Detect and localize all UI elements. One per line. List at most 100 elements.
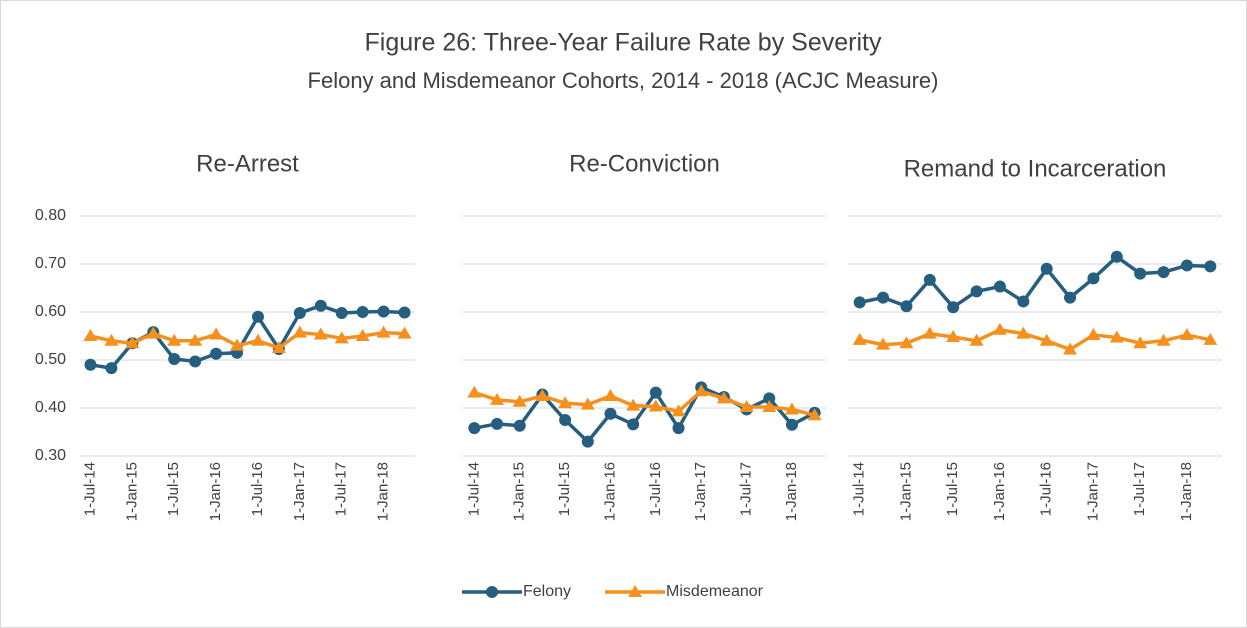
x-tick-label: 1-Jan-15 — [123, 462, 140, 521]
series-marker — [398, 306, 411, 319]
legend-label: Felony — [523, 583, 571, 600]
series-marker — [1157, 266, 1170, 279]
series-marker — [947, 301, 960, 314]
series-marker — [209, 327, 224, 340]
series-marker — [1156, 333, 1171, 346]
series-marker — [271, 341, 286, 353]
series-marker — [313, 327, 328, 340]
series-marker — [146, 326, 161, 339]
x-tick-label: 1-Jul-14 — [465, 462, 482, 516]
series-marker — [649, 386, 662, 399]
panel-title: Remand to Incarceration — [904, 155, 1167, 182]
series-marker — [167, 333, 182, 346]
series-marker — [1016, 326, 1031, 339]
y-tick-label: 0.80 — [35, 207, 66, 224]
series-marker — [84, 358, 97, 371]
series-marker — [762, 400, 777, 413]
x-tick-label: 1-Jul-17 — [1131, 462, 1148, 516]
series-marker — [1063, 342, 1078, 355]
x-tick-label: 1-Jan-17 — [1084, 462, 1101, 521]
x-tick-label: 1-Jul-14 — [81, 462, 98, 516]
series-marker — [250, 333, 265, 346]
series-marker — [784, 402, 799, 415]
series-marker — [1017, 295, 1030, 308]
series-marker — [491, 417, 504, 430]
series-marker — [899, 336, 914, 349]
series-marker — [293, 306, 306, 319]
series-marker — [188, 333, 203, 346]
series-marker — [648, 399, 663, 412]
series-marker — [970, 285, 983, 298]
series-line — [474, 385, 816, 444]
series-marker — [397, 326, 412, 339]
x-tick-label: 1-Jan-17 — [291, 462, 308, 521]
chart-subtitle: Felony and Misdemeanor Cohorts, 2014 - 2… — [308, 68, 939, 93]
series-marker — [1203, 332, 1218, 345]
x-tick-label: 1-Jul-14 — [851, 462, 868, 516]
series-marker — [626, 398, 641, 411]
y-tick-label: 0.70 — [35, 255, 66, 272]
series-marker — [1110, 250, 1123, 263]
series-marker — [292, 325, 307, 338]
series-marker — [104, 333, 119, 346]
series-line — [90, 330, 405, 350]
series-marker — [993, 280, 1006, 293]
series-marker — [105, 362, 118, 375]
series-marker — [1087, 272, 1100, 285]
series-marker — [230, 338, 245, 351]
series-marker — [807, 408, 822, 421]
x-tick-label: 1-Jan-17 — [692, 462, 709, 521]
series-marker — [763, 392, 776, 405]
panel-title: Re-Arrest — [196, 150, 299, 177]
series-marker — [1179, 328, 1194, 341]
series-marker — [1134, 267, 1147, 280]
series-marker — [922, 326, 937, 339]
series-line — [473, 389, 816, 417]
series-marker — [1064, 291, 1077, 304]
series-marker — [1039, 333, 1054, 346]
y-tick-label: 0.50 — [35, 351, 66, 368]
x-tick-label: 1-Jul-17 — [333, 462, 350, 516]
series-marker — [490, 392, 505, 405]
series-marker — [559, 414, 572, 426]
series-marker — [83, 329, 98, 341]
y-tick-label: 0.30 — [35, 447, 66, 464]
chart-title: Figure 26: Three-Year Failure Rate by Se… — [365, 29, 882, 57]
series-marker — [1204, 260, 1217, 273]
x-tick-label: 1-Jan-15 — [511, 462, 528, 521]
series-line — [859, 255, 1211, 309]
x-tick-label: 1-Jan-16 — [601, 462, 618, 521]
legend-marker — [628, 585, 643, 597]
x-tick-label: 1-Jul-15 — [556, 462, 573, 516]
series-marker — [992, 322, 1007, 335]
series-marker — [739, 400, 754, 413]
series-marker — [314, 299, 327, 312]
series-marker — [853, 296, 866, 309]
series-marker — [923, 273, 936, 286]
series-marker — [876, 337, 891, 350]
series-line — [859, 328, 1211, 352]
series-marker — [900, 300, 913, 313]
series-marker — [334, 331, 349, 344]
x-tick-label: 1-Jul-17 — [738, 462, 755, 516]
series-marker — [468, 422, 481, 435]
x-tick-label: 1-Jan-16 — [207, 462, 224, 521]
series-marker — [581, 435, 594, 448]
series-marker — [377, 305, 390, 318]
series-marker — [1040, 262, 1053, 275]
series-marker — [1086, 328, 1101, 341]
series-marker — [467, 385, 482, 398]
series-marker — [558, 396, 573, 409]
x-tick-label: 1-Jul-16 — [249, 462, 266, 516]
series-marker — [512, 394, 527, 407]
series-marker — [671, 404, 686, 417]
series-marker — [376, 325, 391, 338]
series-marker — [513, 419, 526, 432]
series-marker — [168, 353, 181, 366]
series-marker — [335, 306, 348, 319]
series-marker — [603, 389, 618, 401]
x-tick-label: 1-Jul-16 — [647, 462, 664, 516]
x-tick-label: 1-Jul-16 — [1038, 462, 1055, 516]
